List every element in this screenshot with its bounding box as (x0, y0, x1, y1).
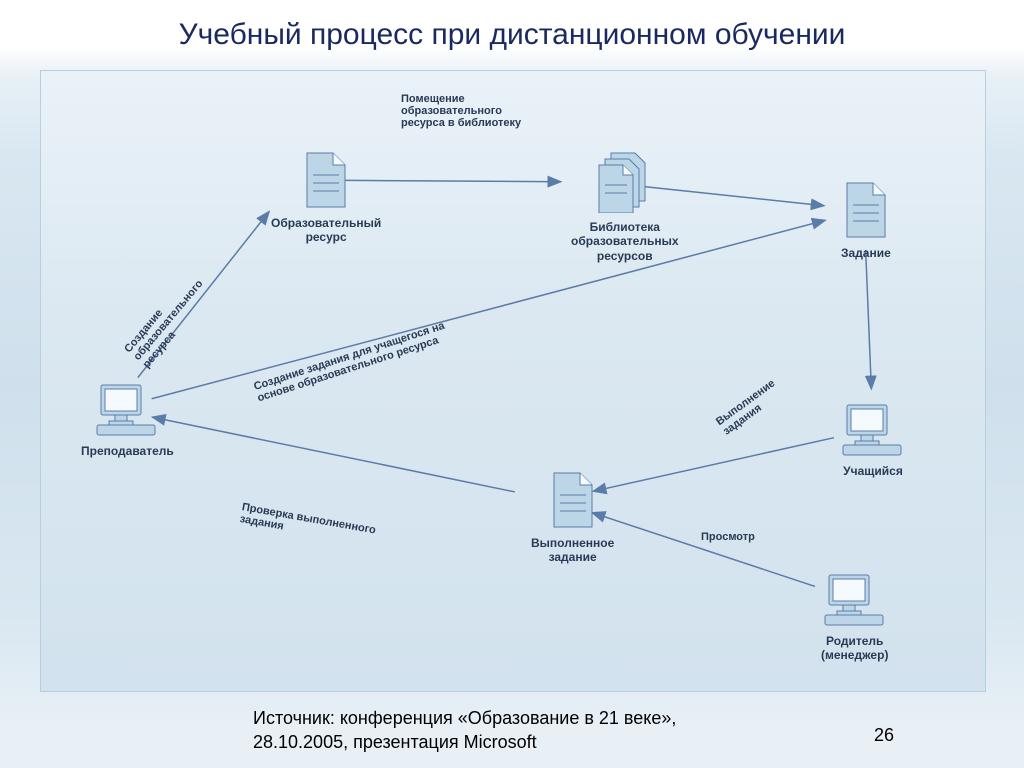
edge-student-done (593, 438, 834, 492)
source-line-2: 28.10.2005, презентация Microsoft (253, 732, 537, 752)
node-label: Родитель(менеджер) (821, 634, 888, 663)
document-icon (531, 471, 614, 532)
node-task: Задание (841, 181, 891, 260)
edge-task-student (866, 250, 872, 389)
node-done: Выполненноезадание (531, 471, 614, 565)
node-teacher: Преподаватель (81, 381, 174, 458)
edge-teacher-task (152, 220, 826, 399)
edge-label: Проверка выполненногозадания (239, 501, 377, 548)
document-icon (271, 151, 381, 212)
edge-label: Просмотр (701, 531, 755, 543)
edge-label: Помещениеобразовательногоресурса в библи… (401, 93, 521, 129)
process-diagram: Преподаватель Образовательныйресурс Библ… (40, 70, 986, 692)
edge-parent-done (592, 513, 815, 587)
node-label: Задание (841, 246, 891, 260)
node-label: Библиотекаобразовательныхресурсов (571, 220, 679, 263)
source-line-1: Источник: конференция «Образование в 21 … (253, 708, 676, 728)
slide-title: Учебный процесс при дистанционном обучен… (0, 18, 1024, 52)
page-number: 26 (874, 725, 894, 746)
node-label: Учащийся (841, 464, 905, 478)
node-student: Учащийся (841, 401, 905, 478)
edge-label: Выполнениезадания (714, 377, 784, 437)
node-label: Преподаватель (81, 444, 174, 458)
documents-icon (571, 151, 679, 216)
computer-icon (821, 571, 888, 630)
edge-label: Создание задания для учащегося наоснове … (252, 320, 450, 405)
node-resource: Образовательныйресурс (271, 151, 381, 245)
source-citation: Источник: конференция «Образование в 21 … (253, 707, 676, 754)
document-icon (841, 181, 891, 242)
slide: Учебный процесс при дистанционном обучен… (0, 0, 1024, 768)
edge-done-teacher (152, 417, 515, 492)
computer-icon (81, 381, 174, 440)
edge-label: Созданиеобразовательногоресурса (122, 270, 214, 370)
computer-icon (841, 401, 905, 460)
node-parent: Родитель(менеджер) (821, 571, 888, 663)
node-label: Образовательныйресурс (271, 216, 381, 245)
node-library: Библиотекаобразовательныхресурсов (571, 151, 679, 263)
node-label: Выполненноезадание (531, 536, 614, 565)
